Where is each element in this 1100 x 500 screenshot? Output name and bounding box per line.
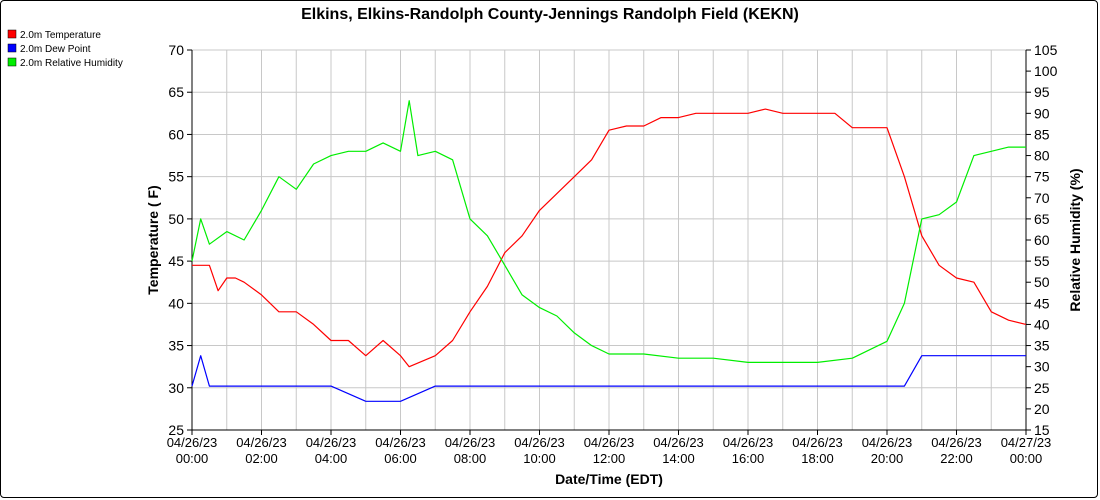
y-right-tick-label: 105: [1034, 42, 1058, 58]
x-tick-label-date: 04/27/23: [1001, 435, 1052, 450]
y-left-tick-label: 55: [168, 169, 184, 185]
y-right-tick-label: 85: [1034, 126, 1050, 142]
y-right-tick-label: 70: [1034, 190, 1050, 206]
x-tick-label-time: 10:00: [523, 451, 556, 466]
x-tick-label-time: 02:00: [245, 451, 278, 466]
x-tick-label-time: 14:00: [662, 451, 695, 466]
x-tick-label-time: 00:00: [176, 451, 209, 466]
x-axis-title: Date/Time (EDT): [555, 471, 663, 487]
x-tick-label-time: 18:00: [801, 451, 834, 466]
x-tick-label-date: 04/26/23: [167, 435, 218, 450]
y-left-tick-label: 25: [168, 422, 184, 438]
x-tick-label-date: 04/26/23: [236, 435, 287, 450]
y-right-tick-label: 65: [1034, 211, 1050, 227]
y-left-tick-label: 45: [168, 253, 184, 269]
y-right-tick-label: 40: [1034, 316, 1050, 332]
x-tick-label-date: 04/26/23: [792, 435, 843, 450]
y-right-tick-label: 25: [1034, 380, 1050, 396]
x-tick-label-date: 04/26/23: [445, 435, 496, 450]
x-tick-label-date: 04/26/23: [862, 435, 913, 450]
y-axis-right-title: Relative Humidity (%): [1067, 168, 1083, 311]
x-tick-label-time: 20:00: [871, 451, 904, 466]
y-right-tick-label: 15: [1034, 422, 1050, 438]
series-line-2-0m-temperature: [192, 108, 1027, 368]
y-left-tick-label: 70: [168, 42, 184, 58]
legend-label: 2.0m Dew Point: [20, 44, 91, 55]
x-tick-label-date: 04/26/23: [723, 435, 774, 450]
y-left-tick-label: 35: [168, 338, 184, 354]
legend-swatch: [7, 57, 17, 67]
y-right-tick-label: 45: [1034, 295, 1050, 311]
series-line-2-0m-relative-humidity: [191, 100, 1026, 363]
y-right-tick-label: 20: [1034, 401, 1050, 417]
legend-label: 2.0m Relative Humidity: [20, 58, 123, 69]
y-right-tick-label: 30: [1034, 359, 1050, 375]
y-right-tick-label: 90: [1034, 105, 1050, 121]
x-tick-label-date: 04/26/23: [584, 435, 635, 450]
y-right-tick-label: 75: [1034, 169, 1050, 185]
x-tick-label-date: 04/26/23: [375, 435, 426, 450]
x-tick-label-time: 12:00: [593, 451, 626, 466]
x-tick-label-time: 04:00: [315, 451, 348, 466]
x-tick-label-date: 04/26/23: [514, 435, 565, 450]
x-tick-label-time: 06:00: [384, 451, 417, 466]
y-left-tick-label: 65: [168, 84, 184, 100]
y-left-tick-label: 50: [168, 211, 184, 227]
y-right-tick-label: 95: [1034, 84, 1050, 100]
x-tick-label-time: 00:00: [1010, 451, 1043, 466]
x-tick-label-time: 22:00: [940, 451, 973, 466]
legend: 2.0m Temperature 2.0m Dew Point 2.0m Relat…: [7, 29, 123, 69]
series-group: [191, 100, 1027, 402]
x-tick-label-date: 04/26/23: [653, 435, 704, 450]
y-right-tick-label: 50: [1034, 274, 1050, 290]
y-right-tick-label: 80: [1034, 148, 1050, 164]
y-right-tick-label: 55: [1034, 253, 1050, 269]
y-right-tick-label: 100: [1034, 63, 1058, 79]
chart-title: Elkins, Elkins-Randolph County-Jennings …: [301, 6, 799, 23]
y-left-tick-label: 40: [168, 295, 184, 311]
x-tick-label-time: 16:00: [732, 451, 765, 466]
y-left-tick-label: 30: [168, 380, 184, 396]
x-tick-label-date: 04/26/23: [306, 435, 357, 450]
series-line-2-0m-dew-point: [191, 355, 1026, 402]
x-tick-label-time: 08:00: [454, 451, 487, 466]
y-left-tick-label: 60: [168, 126, 184, 142]
grid: [191, 49, 1027, 431]
legend-swatch: [7, 43, 17, 53]
x-tick-label-date: 04/26/23: [931, 435, 982, 450]
axes: 25 30 35 40 45 50 55 60 65 70 15 20 25 30 35 40 45 50 55 60…: [167, 42, 1058, 466]
y-right-tick-label: 35: [1034, 338, 1050, 354]
legend-label: 2.0m Temperature: [20, 30, 101, 41]
y-axis-left-title: Temperature ( F): [145, 185, 161, 294]
y-right-tick-label: 60: [1034, 232, 1050, 248]
legend-swatch: [7, 29, 17, 39]
